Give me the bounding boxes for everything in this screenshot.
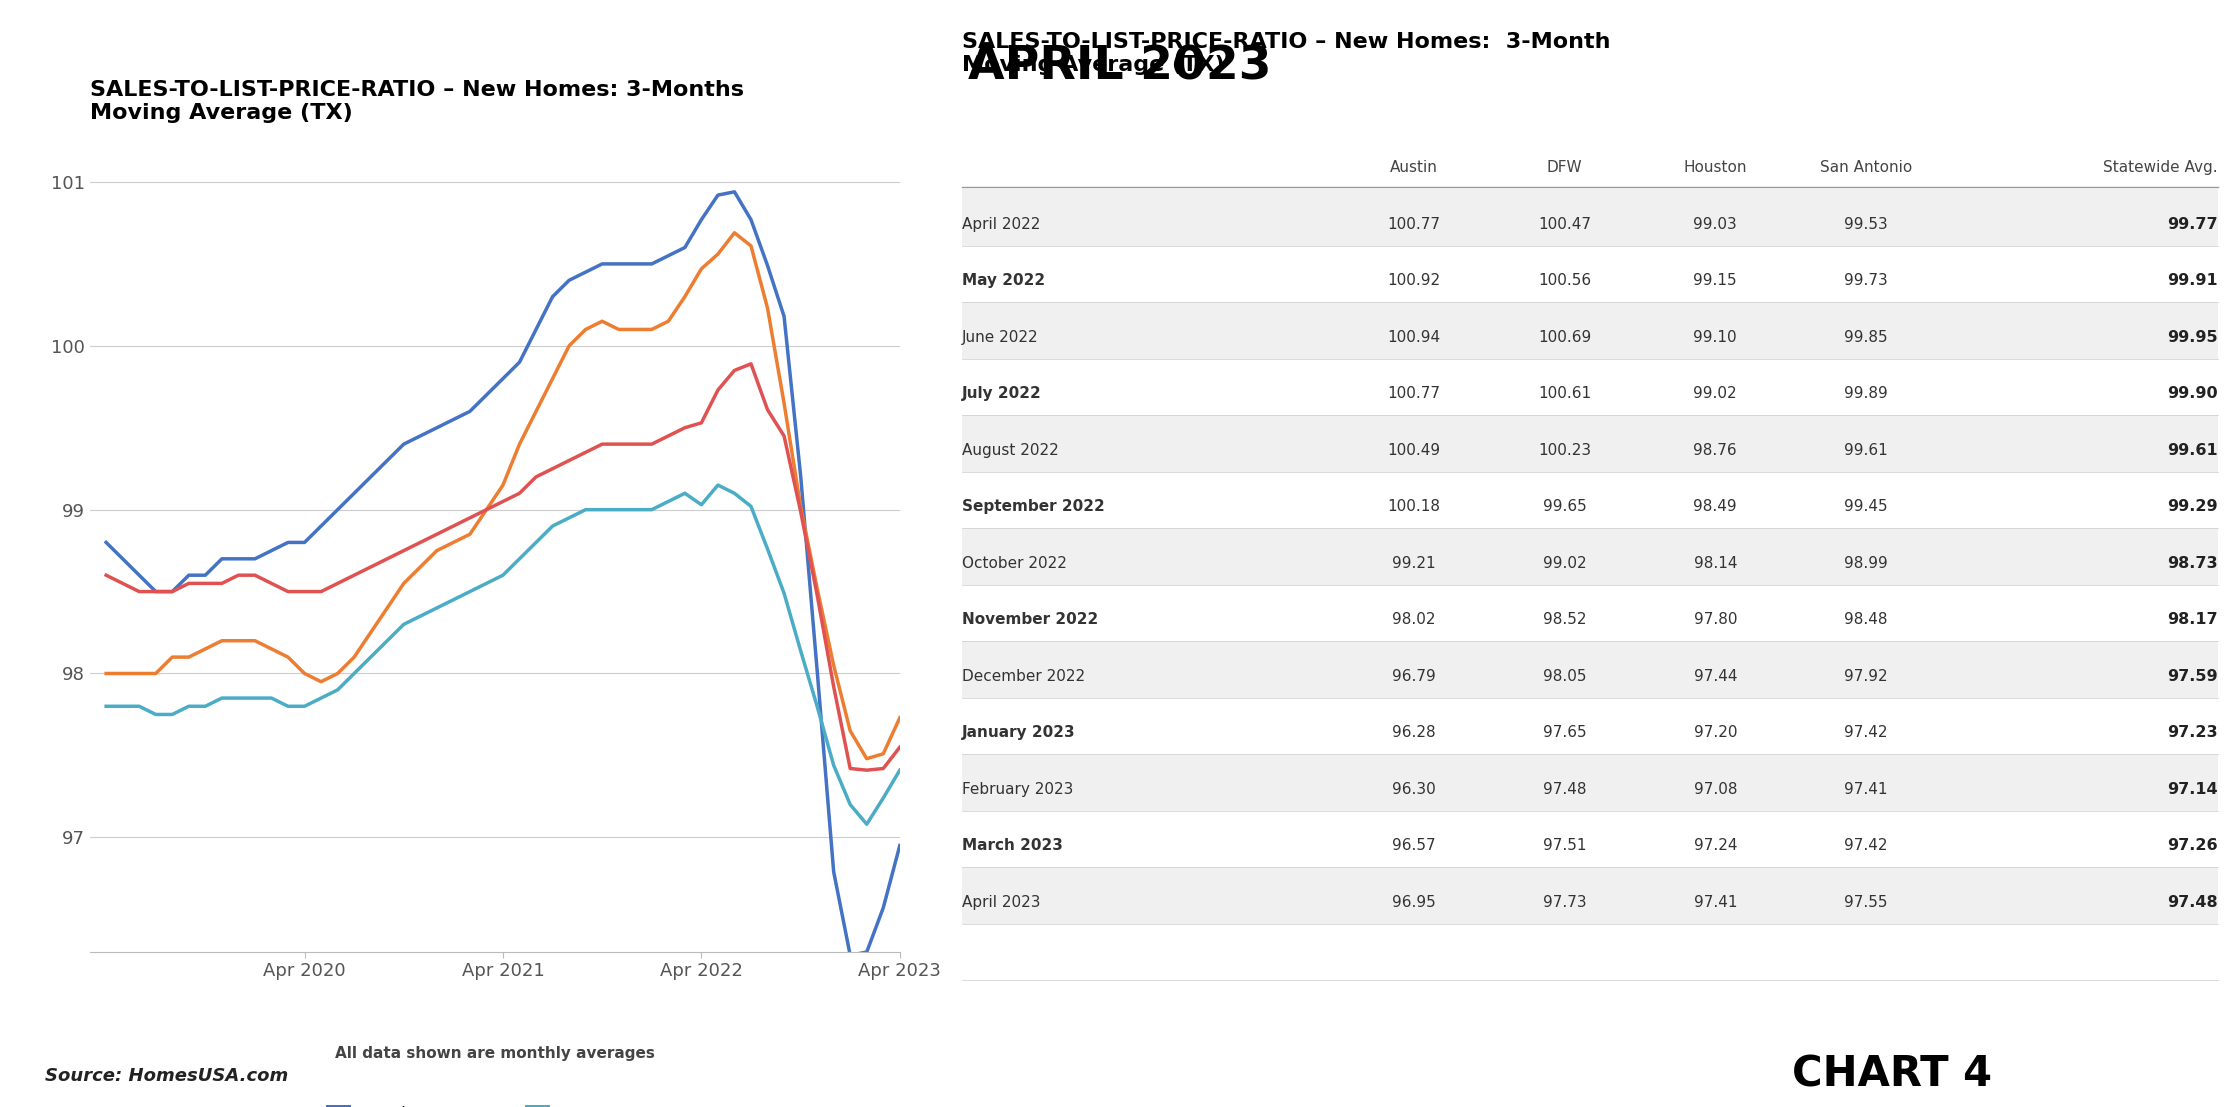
Text: 99.77: 99.77 [2166,217,2218,231]
Text: 98.14: 98.14 [1693,556,1736,571]
Text: 98.76: 98.76 [1693,443,1736,458]
Text: 99.02: 99.02 [1543,556,1586,571]
Text: 97.59: 97.59 [2166,669,2218,684]
Text: 97.65: 97.65 [1543,725,1586,741]
Text: 99.21: 99.21 [1391,556,1436,571]
Bar [961,528,2218,584]
Text: 100.23: 100.23 [1539,443,1590,458]
Text: June 2022: June 2022 [961,330,1039,345]
Text: 99.29: 99.29 [2166,499,2218,515]
Text: 100.77: 100.77 [1387,217,1440,231]
Text: 99.61: 99.61 [1844,443,1888,458]
Text: 97.08: 97.08 [1693,782,1736,797]
Text: 97.51: 97.51 [1543,838,1586,853]
Text: 100.92: 100.92 [1387,273,1440,288]
Text: 97.44: 97.44 [1693,669,1736,684]
Text: 99.65: 99.65 [1543,499,1586,515]
Text: 96.95: 96.95 [1391,894,1436,910]
Text: Houston: Houston [1684,161,1747,175]
Text: April 2022: April 2022 [961,217,1039,231]
Text: 97.14: 97.14 [2166,782,2218,797]
Text: 97.20: 97.20 [1693,725,1736,741]
Text: 100.18: 100.18 [1387,499,1440,515]
Text: 99.15: 99.15 [1693,273,1736,288]
Text: 98.48: 98.48 [1844,612,1888,628]
Text: 96.79: 96.79 [1391,669,1436,684]
Bar [961,867,2218,923]
Text: 100.56: 100.56 [1539,273,1590,288]
Text: 99.85: 99.85 [1844,330,1888,345]
Text: September 2022: September 2022 [961,499,1104,515]
Bar [961,189,2218,246]
Text: 97.73: 97.73 [1543,894,1586,910]
Text: 96.28: 96.28 [1391,725,1436,741]
Text: October 2022: October 2022 [961,556,1066,571]
Text: 98.52: 98.52 [1543,612,1586,628]
Text: 96.30: 96.30 [1391,782,1436,797]
Text: 99.45: 99.45 [1844,499,1888,515]
Text: January 2023: January 2023 [961,725,1075,741]
Text: 97.92: 97.92 [1844,669,1888,684]
Text: 99.61: 99.61 [2166,443,2218,458]
Text: 97.42: 97.42 [1844,838,1888,853]
Text: 99.10: 99.10 [1693,330,1736,345]
Text: 99.90: 99.90 [2166,386,2218,402]
Text: 100.77: 100.77 [1387,386,1440,402]
Text: December 2022: December 2022 [961,669,1084,684]
Text: November 2022: November 2022 [961,612,1098,628]
Text: 97.41: 97.41 [1693,894,1736,910]
Text: 100.47: 100.47 [1539,217,1590,231]
Text: CHART 4: CHART 4 [1792,1054,1991,1096]
Text: 98.02: 98.02 [1391,612,1436,628]
Text: Austin: Austin [1391,161,1438,175]
Text: 97.24: 97.24 [1693,838,1736,853]
Text: April 2023: April 2023 [961,894,1039,910]
Bar [961,754,2218,810]
Text: 98.73: 98.73 [2166,556,2218,571]
Text: All data shown are monthly averages: All data shown are monthly averages [334,1046,654,1062]
Text: SALES-TO-LIST-PRICE-RATIO – New Homes: 3-Months
Moving Average (TX): SALES-TO-LIST-PRICE-RATIO – New Homes: 3… [90,80,744,123]
Bar [961,415,2218,472]
Text: 98.99: 98.99 [1844,556,1888,571]
Text: July 2022: July 2022 [961,386,1042,402]
Text: May 2022: May 2022 [961,273,1044,288]
Text: 97.26: 97.26 [2166,838,2218,853]
Text: Statewide Avg.: Statewide Avg. [2103,161,2218,175]
Legend: Austin, Dallas Fort Worth, Houston, San Antonio: Austin, Dallas Fort Worth, Houston, San … [320,1098,670,1107]
Text: 97.23: 97.23 [2166,725,2218,741]
Text: 100.69: 100.69 [1539,330,1590,345]
Text: 100.49: 100.49 [1387,443,1440,458]
Text: San Antonio: San Antonio [1819,161,1913,175]
Text: 100.94: 100.94 [1387,330,1440,345]
Text: 99.03: 99.03 [1693,217,1738,231]
Text: 98.17: 98.17 [2166,612,2218,628]
Text: Source: HomesUSA.com: Source: HomesUSA.com [45,1067,289,1085]
Text: SALES-TO-LIST-PRICE-RATIO – New Homes:  3-Month
Moving Average (TX): SALES-TO-LIST-PRICE-RATIO – New Homes: 3… [961,32,1611,75]
Text: 99.53: 99.53 [1844,217,1888,231]
Text: 99.91: 99.91 [2166,273,2218,288]
Text: 97.42: 97.42 [1844,725,1888,741]
Text: 97.55: 97.55 [1844,894,1888,910]
Text: 99.73: 99.73 [1844,273,1888,288]
Text: 99.02: 99.02 [1693,386,1736,402]
Text: 96.57: 96.57 [1391,838,1436,853]
Text: 97.48: 97.48 [1543,782,1586,797]
Text: 97.48: 97.48 [2166,894,2218,910]
Text: August 2022: August 2022 [961,443,1060,458]
Text: 98.05: 98.05 [1543,669,1586,684]
Bar [961,302,2218,359]
Text: APRIL 2023: APRIL 2023 [968,44,1272,90]
Bar [961,641,2218,697]
Text: 99.89: 99.89 [1844,386,1888,402]
Text: 100.61: 100.61 [1539,386,1590,402]
Text: DFW: DFW [1548,161,1581,175]
Text: March 2023: March 2023 [961,838,1062,853]
Text: 98.49: 98.49 [1693,499,1736,515]
Text: 99.95: 99.95 [2166,330,2218,345]
Text: February 2023: February 2023 [961,782,1073,797]
Text: 97.80: 97.80 [1693,612,1736,628]
Text: 97.41: 97.41 [1844,782,1888,797]
